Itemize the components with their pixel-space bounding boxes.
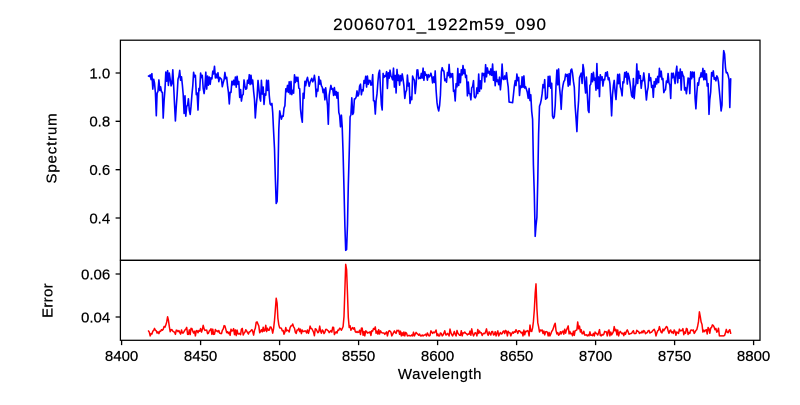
svg-text:0.8: 0.8 [89,114,110,131]
svg-text:8550: 8550 [342,348,375,365]
svg-text:1.0: 1.0 [89,65,110,82]
svg-text:20060701_1922m59_090: 20060701_1922m59_090 [333,15,547,34]
svg-text:8650: 8650 [500,348,533,365]
svg-text:0.6: 0.6 [89,162,110,179]
svg-text:8500: 8500 [263,348,296,365]
svg-text:0.06: 0.06 [81,266,110,283]
svg-text:0.04: 0.04 [81,309,110,326]
svg-text:Spectrum: Spectrum [43,113,60,184]
svg-text:8400: 8400 [105,348,138,365]
svg-text:8450: 8450 [184,348,217,365]
svg-text:8600: 8600 [421,348,454,365]
svg-text:8800: 8800 [737,348,770,365]
svg-text:Error: Error [39,283,56,318]
svg-text:8750: 8750 [658,348,691,365]
svg-text:0.4: 0.4 [89,210,110,227]
svg-text:8700: 8700 [579,348,612,365]
svg-text:Wavelength: Wavelength [398,366,482,383]
